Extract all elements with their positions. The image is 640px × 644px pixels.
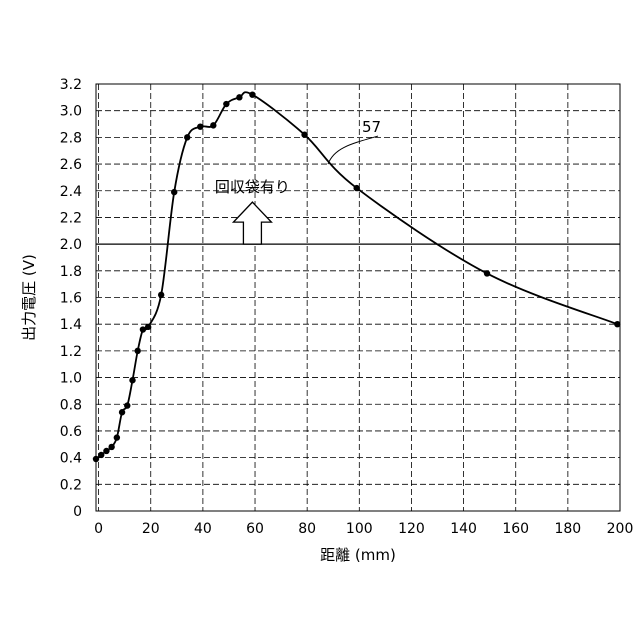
y-tick-label: 0.6 xyxy=(60,424,82,440)
x-tick-label: 140 xyxy=(450,521,477,537)
data-point xyxy=(484,270,490,276)
x-tick-label: 0 xyxy=(94,521,103,537)
y-tick-label: 1.0 xyxy=(60,371,82,387)
data-point xyxy=(124,402,130,408)
x-tick-label: 120 xyxy=(398,521,425,537)
data-point xyxy=(145,324,151,330)
x-tick-label: 60 xyxy=(246,521,264,537)
data-point xyxy=(236,94,242,100)
data-point xyxy=(171,189,177,195)
y-tick-label: 2.2 xyxy=(60,210,82,226)
data-point xyxy=(114,434,120,440)
y-tick-label: 1.8 xyxy=(60,264,82,280)
x-tick-label: 160 xyxy=(502,521,529,537)
x-tick-label: 40 xyxy=(194,521,212,537)
x-axis-title: 距離 (mm) xyxy=(320,546,396,564)
data-point xyxy=(197,124,203,130)
y-tick-label: 1.4 xyxy=(60,317,82,333)
y-tick-label: 0 xyxy=(73,504,82,520)
data-point xyxy=(98,452,104,458)
series-label-57: 57 xyxy=(362,118,381,136)
x-tick-label: 80 xyxy=(298,521,316,537)
x-tick-label: 100 xyxy=(346,521,373,537)
series-leader-line xyxy=(328,136,378,164)
data-point xyxy=(119,409,125,415)
y-tick-label: 2.6 xyxy=(60,157,82,173)
y-tick-label: 2.4 xyxy=(60,184,82,200)
point-layer xyxy=(93,91,621,462)
data-point xyxy=(223,101,229,107)
data-point xyxy=(129,377,135,383)
y-tick-label: 1.2 xyxy=(60,344,82,360)
x-tick-label: 200 xyxy=(607,521,634,537)
y-tick-label: 0.4 xyxy=(60,451,82,467)
annotation-bag-label: 回収袋有り xyxy=(215,178,290,196)
y-tick-label: 2.8 xyxy=(60,130,82,146)
data-point xyxy=(210,122,216,128)
data-point xyxy=(158,292,164,298)
y-tick-label: 1.6 xyxy=(60,291,82,307)
y-axis-title: 出力電圧 (V) xyxy=(20,254,38,341)
y-tick-label: 0.8 xyxy=(60,397,82,413)
y-tick-label: 2.0 xyxy=(60,237,82,253)
data-point xyxy=(614,321,620,327)
y-tick-label: 0.2 xyxy=(60,477,82,493)
data-point xyxy=(93,456,99,462)
data-point xyxy=(301,132,307,138)
y-tick-label: 3.0 xyxy=(60,104,82,120)
data-point xyxy=(135,348,141,354)
x-tick-label: 180 xyxy=(554,521,581,537)
data-point xyxy=(184,134,190,140)
up-arrow-icon xyxy=(233,202,271,244)
y-tick-label: 3.2 xyxy=(60,77,82,93)
data-point xyxy=(103,448,109,454)
data-point xyxy=(353,185,359,191)
data-point xyxy=(249,91,255,97)
data-point xyxy=(108,444,114,450)
x-tick-label: 20 xyxy=(142,521,160,537)
